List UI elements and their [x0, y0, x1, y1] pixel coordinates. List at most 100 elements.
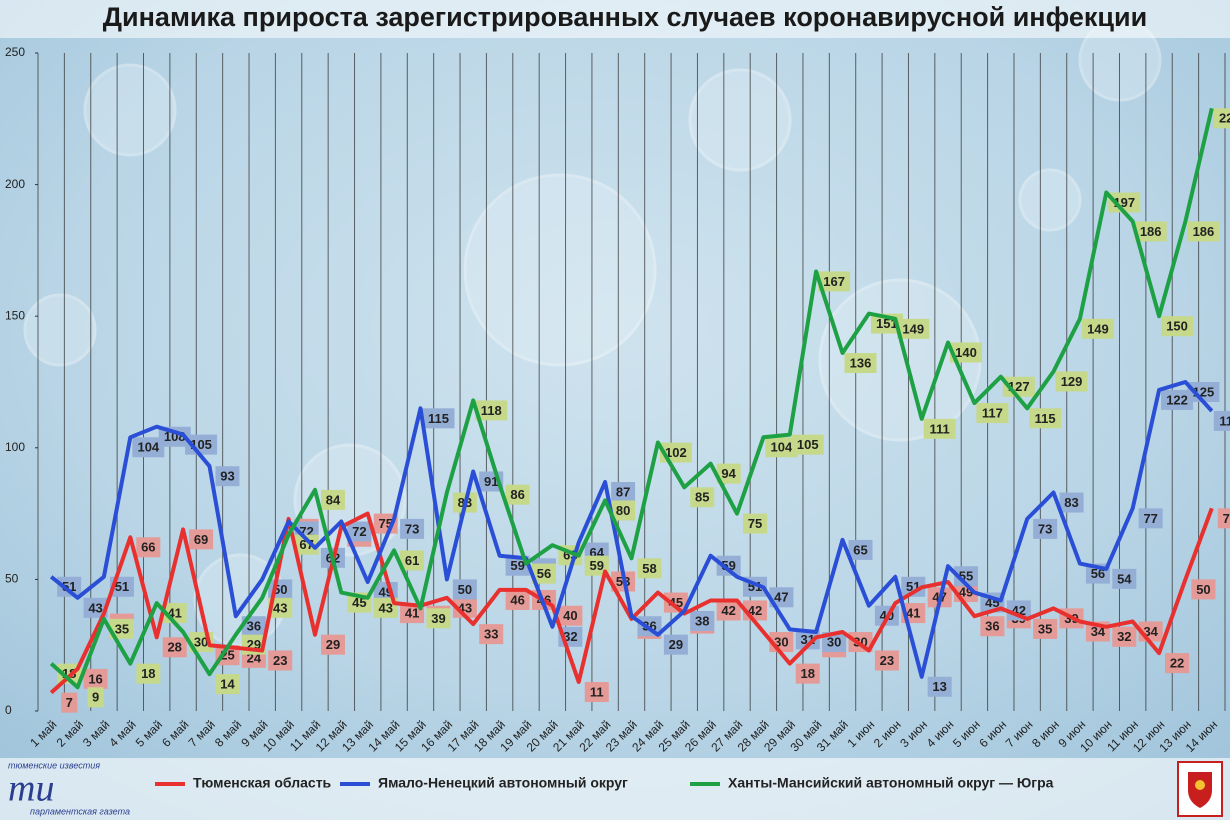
data-label-box — [422, 408, 455, 429]
data-label-box — [690, 610, 715, 631]
legend-label: Ханты-Мансийский автономный округ — Югра — [728, 775, 1054, 791]
data-label: 30 — [827, 634, 841, 649]
data-label: 86 — [510, 487, 524, 502]
data-label-box — [1213, 108, 1230, 129]
data-label: 186 — [1193, 224, 1215, 239]
data-label: 29 — [326, 637, 340, 652]
legend-band — [0, 758, 1230, 820]
data-label-box — [848, 539, 873, 560]
data-label: 59 — [510, 558, 524, 573]
data-label: 85 — [695, 490, 709, 505]
data-label: 77 — [1143, 511, 1157, 526]
series-line — [49, 107, 1214, 690]
data-label-box — [320, 634, 345, 655]
logo-text: ти — [8, 768, 54, 810]
data-label-box — [347, 521, 372, 542]
data-label: 122 — [1166, 392, 1188, 407]
data-label-box — [400, 518, 425, 539]
data-label-box — [452, 597, 477, 618]
data-label: 30 — [194, 634, 208, 649]
data-label: 11 — [590, 684, 604, 699]
data-label-box — [1213, 410, 1230, 431]
data-label: 105 — [797, 437, 819, 452]
logo-text: парламентская газета — [30, 806, 130, 816]
data-label-box — [136, 537, 161, 558]
virus-decor — [23, 18, 1162, 647]
data-label: 36 — [247, 619, 261, 634]
data-label-box — [83, 668, 108, 689]
data-label-box — [844, 353, 877, 374]
data-label: 84 — [326, 492, 341, 507]
data-label: 32 — [563, 629, 577, 644]
data-label: 65 — [853, 542, 867, 557]
data-label-box — [795, 663, 820, 684]
data-label: 34 — [1143, 624, 1158, 639]
data-label: 140 — [955, 345, 977, 360]
data-label: 77 — [1223, 511, 1230, 526]
data-label: 91 — [484, 474, 498, 489]
data-label-box — [87, 687, 104, 708]
data-label: 69 — [194, 532, 208, 547]
data-label-box — [874, 650, 899, 671]
data-label-box — [400, 603, 425, 624]
y-tick-label: 200 — [5, 177, 25, 191]
data-label: 51 — [115, 579, 129, 594]
data-label-box — [1081, 318, 1114, 339]
data-label-box — [611, 482, 636, 503]
data-label: 129 — [1061, 374, 1083, 389]
data-label: 104 — [137, 440, 159, 455]
data-label-box — [716, 463, 741, 484]
data-label-box — [400, 550, 425, 571]
data-label-box — [531, 563, 556, 584]
data-label-box — [61, 692, 78, 713]
data-label-box — [901, 576, 926, 597]
data-label: 50 — [1196, 582, 1210, 597]
data-label-box — [132, 437, 165, 458]
data-label-box — [743, 513, 768, 534]
data-label: 22 — [1170, 656, 1184, 671]
data-label-box — [1187, 382, 1220, 402]
data-label-box — [1161, 389, 1194, 410]
data-label: 36 — [985, 619, 999, 634]
legend-label: Тюменская область — [193, 775, 332, 791]
data-label: 61 — [405, 553, 419, 568]
data-label-box — [475, 400, 508, 421]
data-label-box — [1191, 579, 1216, 600]
data-label: 41 — [906, 606, 920, 621]
data-label-box — [584, 682, 609, 703]
data-label-box — [452, 579, 477, 600]
data-label-box — [976, 403, 1009, 424]
data-label-box — [663, 592, 688, 613]
data-label-box — [765, 437, 798, 458]
data-label-box — [690, 487, 715, 508]
data-label: 80 — [616, 503, 630, 518]
data-label: 35 — [115, 621, 129, 636]
data-label: 39 — [431, 611, 445, 626]
data-label: 59 — [590, 558, 604, 573]
series-line — [49, 380, 1214, 679]
data-label: 87 — [616, 484, 630, 499]
data-label-box — [950, 342, 983, 363]
data-label: 149 — [902, 321, 924, 336]
data-label: 115 — [1035, 411, 1056, 426]
data-label-box — [558, 605, 583, 626]
data-label-box — [505, 484, 530, 505]
data-label: 111 — [930, 421, 950, 436]
data-label: 115 — [428, 411, 449, 426]
series-line — [49, 507, 1214, 695]
data-label-box — [716, 555, 741, 576]
data-label-box — [1033, 518, 1058, 539]
data-label-box — [663, 634, 688, 655]
data-label: 28 — [167, 640, 181, 655]
chart-title: Динамика прироста зарегистрированных слу… — [103, 2, 1147, 32]
data-label-box — [923, 418, 956, 439]
data-label-box — [1055, 371, 1088, 392]
data-label: 149 — [1087, 321, 1109, 336]
data-label-box — [1134, 221, 1167, 242]
data-label: 18 — [801, 666, 815, 681]
data-label-box — [1059, 492, 1084, 513]
data-label-box — [927, 676, 952, 697]
y-tick-label: 150 — [5, 308, 25, 322]
data-label-box — [1033, 618, 1058, 639]
